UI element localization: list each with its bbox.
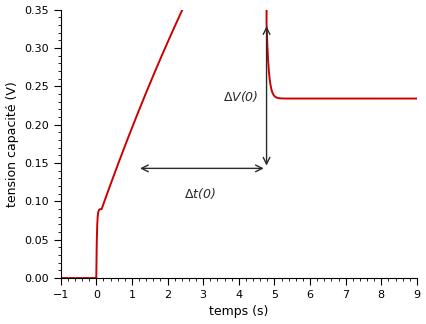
Text: $\Delta$t(0): $\Delta$t(0) xyxy=(184,186,216,201)
Text: $\Delta$V(0): $\Delta$V(0) xyxy=(223,89,258,104)
Y-axis label: tension capacité (V): tension capacité (V) xyxy=(6,81,19,207)
X-axis label: temps (s): temps (s) xyxy=(209,306,268,318)
